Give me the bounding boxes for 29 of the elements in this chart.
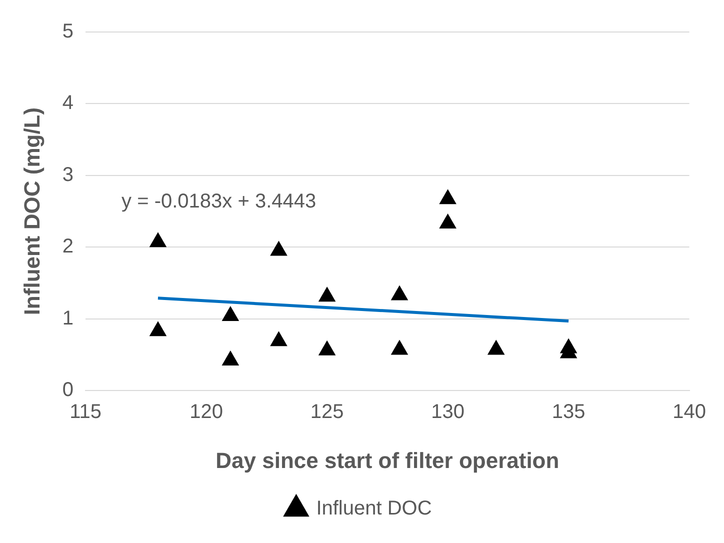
point bbox=[222, 350, 239, 366]
y-tick-label: 4 bbox=[62, 92, 74, 114]
point bbox=[440, 190, 456, 204]
point bbox=[222, 306, 239, 322]
x-tick-label: 120 bbox=[190, 401, 223, 424]
point bbox=[270, 241, 288, 256]
point bbox=[391, 286, 408, 300]
x-tick-label: 140 bbox=[672, 401, 706, 424]
x-tick-label: 130 bbox=[431, 401, 464, 424]
point bbox=[391, 340, 408, 355]
point bbox=[488, 340, 504, 355]
point bbox=[270, 332, 288, 346]
x-tick-label: 115 bbox=[70, 401, 102, 424]
x-tick-label: 135 bbox=[552, 401, 586, 424]
x-axis-title: Day since start of filter operation bbox=[216, 448, 560, 473]
point bbox=[318, 287, 336, 302]
y-tick-label: 2 bbox=[62, 236, 74, 258]
y-tick-label: 3 bbox=[62, 164, 74, 186]
point bbox=[150, 232, 166, 248]
y-tick-label: 0 bbox=[62, 379, 74, 402]
y-tick-label: 5 bbox=[62, 20, 74, 43]
point bbox=[440, 214, 456, 228]
x-tick-label: 125 bbox=[310, 401, 344, 424]
legend-label: Influent DOC bbox=[316, 498, 432, 520]
point bbox=[318, 340, 336, 356]
y-tick-label: 1 bbox=[62, 307, 74, 330]
point bbox=[150, 322, 166, 336]
annotation: y = -0.0183x + 3.4443 bbox=[122, 190, 316, 213]
y-axis-title: Influent DOC (mg/L) bbox=[19, 107, 44, 316]
